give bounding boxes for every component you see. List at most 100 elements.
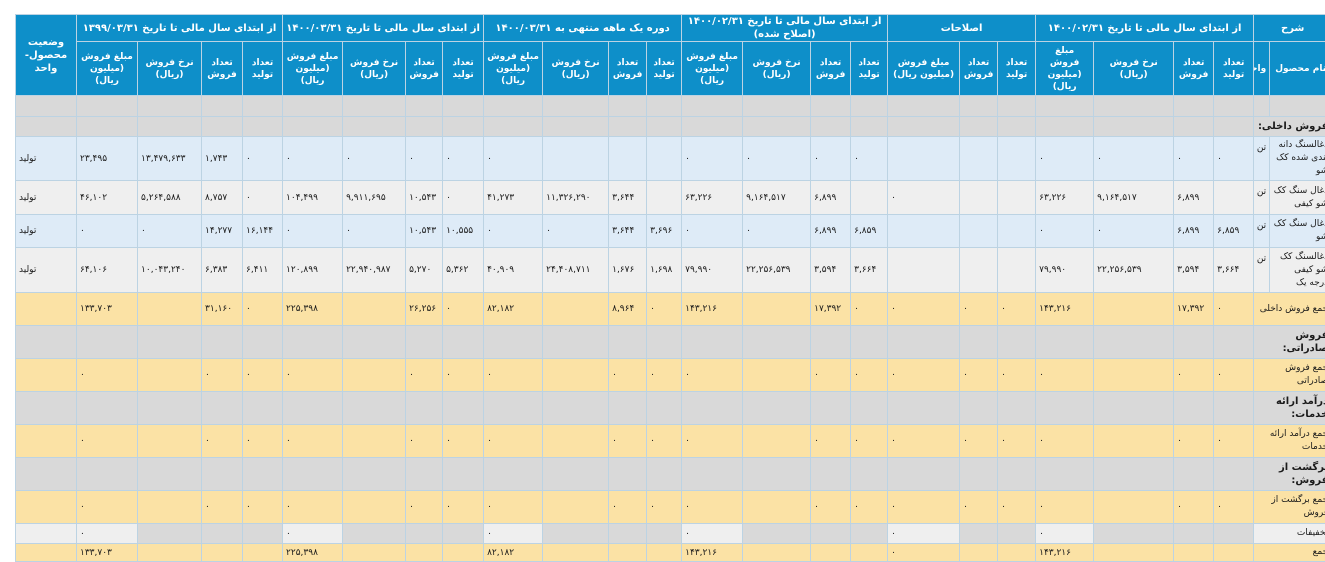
value-cell: ۰ [443, 491, 484, 524]
value-cell [960, 181, 998, 215]
value-cell: ۰ [243, 491, 283, 524]
value-cell [743, 524, 811, 544]
value-cell [647, 524, 682, 544]
header-amount: مبلغ فروش (میلیون ریال) [77, 42, 138, 96]
value-cell [647, 181, 682, 215]
value-cell: ۰ [960, 359, 998, 392]
value-cell: ۲۶,۲۵۶ [406, 293, 443, 326]
value-cell: ۰ [443, 137, 484, 181]
value-cell: ۹,۹۱۱,۶۹۵ [343, 181, 406, 215]
value-cell: ۰ [1094, 137, 1174, 181]
value-cell: ۰ [609, 425, 647, 458]
value-cell: ۰ [1214, 359, 1254, 392]
value-cell: ۰ [682, 137, 743, 181]
value-cell: ۰ [743, 215, 811, 248]
value-cell: ۰ [960, 491, 998, 524]
section-sales-returns: برگشت از فروش: [16, 458, 1325, 491]
value-cell [998, 137, 1036, 181]
value-cell: ۰ [682, 215, 743, 248]
value-cell [743, 293, 811, 326]
header-rate: نرخ فروش (ریال) [1094, 42, 1174, 96]
value-cell [647, 544, 682, 562]
value-cell: ۳,۵۹۴ [811, 248, 851, 293]
value-cell: ۶,۸۵۹ [851, 215, 888, 248]
sum-row-services: جمع درآمد ارائه خدمات۰۰۰۰۰۰۰۰۰۰۰۰۰۰۰۰۰۰ [16, 425, 1325, 458]
header-sharh: شرح [1254, 15, 1325, 42]
value-cell: ۰ [1036, 524, 1094, 544]
value-cell [138, 425, 202, 458]
value-cell [743, 544, 811, 562]
value-cell: ۰ [283, 425, 343, 458]
header-amount: مبلغ فروش (میلیون ریال) [484, 42, 543, 96]
value-cell: ۲۲,۲۵۶,۵۳۹ [1094, 248, 1174, 293]
value-cell [1174, 544, 1214, 562]
value-cell: ۸۲,۱۸۲ [484, 293, 543, 326]
value-cell: ۰ [1214, 425, 1254, 458]
value-cell: ۰ [682, 425, 743, 458]
value-cell: ۰ [406, 359, 443, 392]
product-status-cell [16, 359, 77, 392]
value-cell: ۶,۸۹۹ [811, 181, 851, 215]
value-cell [138, 359, 202, 392]
value-cell [138, 524, 202, 544]
value-cell [811, 524, 851, 544]
header-amount: مبلغ فروش (میلیون ریال) [682, 42, 743, 96]
product-status-cell [16, 544, 77, 562]
section-services-income: درآمد ارائه خدمات: [16, 392, 1325, 425]
value-cell: ۰ [609, 491, 647, 524]
header-qty-sale: تعداد فروش [960, 42, 998, 96]
product-status-cell [16, 491, 77, 524]
header-unit: واحد [1254, 42, 1270, 96]
header-amount: مبلغ فروش (میلیون ریال) [1036, 42, 1094, 96]
value-cell: ۲۲۵,۳۹۸ [283, 293, 343, 326]
product-name-cell: جمع فروش داخلی [1254, 293, 1325, 326]
value-cell: ۰ [443, 181, 484, 215]
value-cell: ۰ [202, 425, 243, 458]
value-cell [1214, 181, 1254, 215]
value-cell: ۰ [1174, 425, 1214, 458]
header-qty-sale: تعداد فروش [202, 42, 243, 96]
value-cell [343, 491, 406, 524]
value-cell [960, 248, 998, 293]
header-rate: نرخ فروش (ریال) [543, 42, 609, 96]
value-cell [443, 544, 484, 562]
value-cell: ۰ [1036, 137, 1094, 181]
product-status-cell [16, 293, 77, 326]
header-group-ytd-1399: از ابتدای سال مالی تا تاریخ ۱۳۹۹/۰۳/۳۱ [77, 15, 283, 42]
value-cell [851, 181, 888, 215]
value-cell [960, 524, 998, 544]
header-group-corrections: اصلاحات [888, 15, 1036, 42]
product-status-cell: تولید [16, 137, 77, 181]
value-cell: ۰ [484, 137, 543, 181]
value-cell: ۰ [77, 215, 138, 248]
header-qty-prod: تعداد تولید [443, 42, 484, 96]
value-cell: ۰ [888, 293, 960, 326]
section-label: فروش داخلی: [1254, 117, 1325, 137]
header-qty-prod: تعداد تولید [851, 42, 888, 96]
value-cell: ۰ [888, 425, 960, 458]
value-cell: ۰ [484, 359, 543, 392]
value-cell: ۳,۵۹۴ [1174, 248, 1214, 293]
table-row: ذغال سنگ کک شوتن۶,۸۵۹۶,۸۹۹۰۰۶,۸۵۹۶,۸۹۹۰۰… [16, 215, 1325, 248]
value-cell: ۶,۸۹۹ [811, 215, 851, 248]
value-cell [1214, 544, 1254, 562]
value-cell: ۰ [647, 425, 682, 458]
value-cell: ۲۲۵,۳۹۸ [283, 544, 343, 562]
header-rate: نرخ فروش (ریال) [743, 42, 811, 96]
value-cell: ۰ [202, 491, 243, 524]
value-cell [998, 248, 1036, 293]
value-cell: ۴۱,۲۷۳ [484, 181, 543, 215]
value-cell: ۰ [647, 491, 682, 524]
unit-cell: تن [1254, 248, 1270, 293]
product-status-cell: تولید [16, 248, 77, 293]
value-cell: ۰ [647, 359, 682, 392]
value-cell [998, 215, 1036, 248]
value-cell [543, 425, 609, 458]
value-cell: ۰ [406, 137, 443, 181]
value-cell: ۶,۳۸۳ [202, 248, 243, 293]
header-amount: مبلغ فروش (میلیون ریال) [283, 42, 343, 96]
value-cell [647, 137, 682, 181]
value-cell: ۰ [543, 215, 609, 248]
